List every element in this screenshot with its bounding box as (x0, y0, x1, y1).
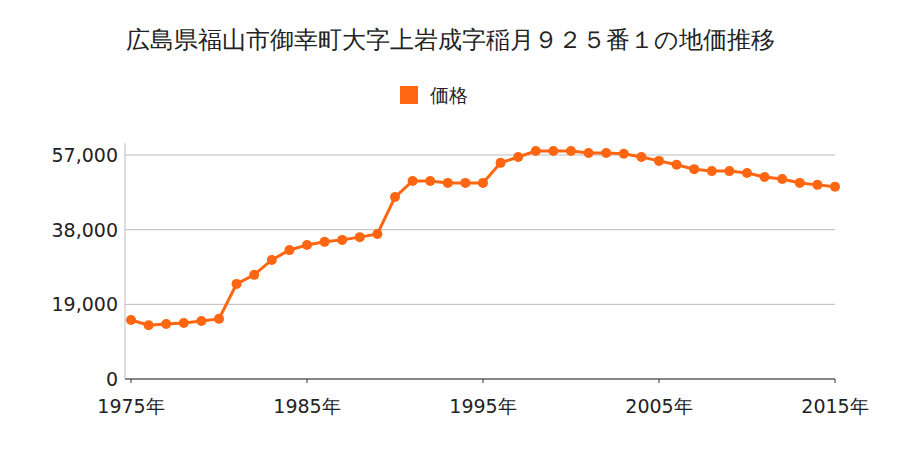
point (390, 192, 400, 202)
point (372, 229, 382, 239)
point (232, 279, 242, 289)
point (707, 166, 717, 176)
point (795, 178, 805, 188)
plot (126, 146, 840, 330)
point (812, 180, 822, 190)
grid-line (125, 229, 835, 230)
x-tick (483, 379, 484, 383)
x-tick (307, 379, 308, 383)
point (196, 316, 206, 326)
point (126, 315, 136, 325)
point (548, 146, 558, 156)
grid-line (125, 379, 835, 380)
y-tick-label: 38,000 (52, 219, 118, 241)
point (161, 319, 171, 329)
x-axis-line (125, 379, 835, 380)
x-tick-label: 1985年 (273, 395, 340, 417)
grid-line (125, 304, 835, 305)
point (601, 148, 611, 158)
point (513, 152, 523, 162)
x-tick-label: 2015年 (801, 395, 868, 417)
x-tick (131, 379, 132, 383)
point (619, 149, 629, 159)
point (460, 178, 470, 188)
point (443, 178, 453, 188)
point (408, 176, 418, 186)
x-tick-label: 1975年 (97, 395, 164, 417)
point (689, 164, 699, 174)
point (284, 245, 294, 255)
x-tick (835, 379, 836, 383)
line (131, 151, 835, 325)
legend-swatch (400, 86, 418, 104)
point (760, 172, 770, 182)
point (179, 318, 189, 328)
point (355, 232, 365, 242)
chart: 広島県福山市御幸町大字上岩成字稲月９２５番１の地価推移 0 19,000 38,000… (0, 0, 900, 450)
point (566, 146, 576, 156)
y-tick-label: 0 (106, 368, 118, 390)
x-tick-label: 2005年 (625, 395, 692, 417)
point (742, 168, 752, 178)
grid-line (125, 155, 835, 156)
point (214, 314, 224, 324)
point (249, 270, 259, 280)
point (320, 237, 330, 247)
x-tick-label: 1995年 (449, 395, 516, 417)
x-tick (659, 379, 660, 383)
point (531, 146, 541, 156)
point (478, 178, 488, 188)
y-tick-label: 19,000 (52, 293, 118, 315)
point (830, 182, 840, 192)
point (777, 174, 787, 184)
point (496, 158, 506, 168)
point (267, 255, 277, 265)
y-axis-line (125, 143, 126, 379)
title: 広島県福山市御幸町大字上岩成字稲月９２５番１の地価推移 (126, 26, 775, 54)
point (302, 240, 312, 250)
y-tick-label: 57,000 (52, 144, 118, 166)
point (672, 160, 682, 170)
point (654, 156, 664, 166)
point (724, 166, 734, 176)
point (636, 152, 646, 162)
point (337, 235, 347, 245)
point (584, 148, 594, 158)
legend-label: 価格 (430, 84, 468, 106)
point (144, 320, 154, 330)
point (425, 176, 435, 186)
